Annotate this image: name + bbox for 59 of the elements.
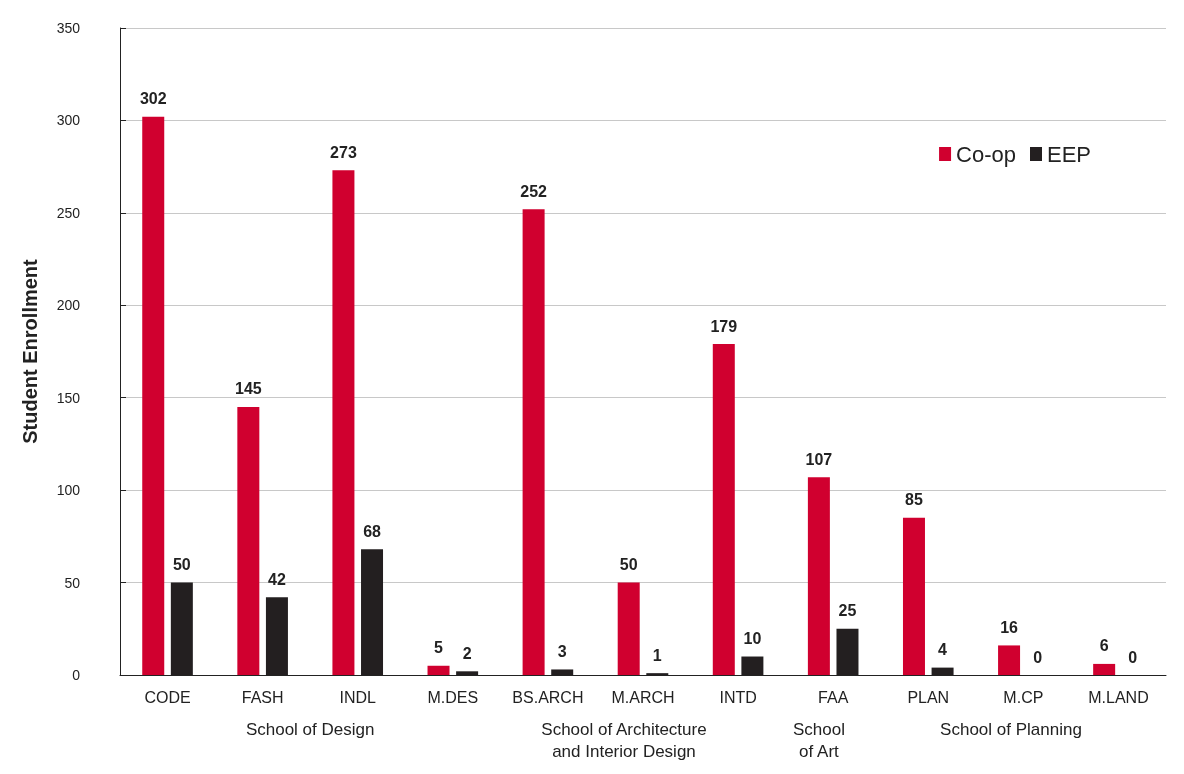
data-label: 16 xyxy=(1000,618,1019,636)
bar xyxy=(427,665,450,675)
bar xyxy=(142,116,165,675)
y-tick-label: 50 xyxy=(64,574,81,591)
x-tick-label: BS.ARCH xyxy=(512,688,584,706)
x-tick-label: M.ARCH xyxy=(611,688,675,706)
y-tick-label: 0 xyxy=(72,667,81,683)
legend-label: Co-op xyxy=(956,141,1016,167)
x-tick-label: CODE xyxy=(144,688,191,706)
data-label: 179 xyxy=(710,317,738,335)
x-tick-label: PLAN xyxy=(907,688,950,706)
bar xyxy=(998,645,1021,675)
x-tick-label: INDL xyxy=(339,688,377,706)
y-tick-label: 100 xyxy=(56,482,81,499)
data-label: 0 xyxy=(1033,648,1043,666)
data-label: 252 xyxy=(520,182,548,200)
y-tick-label: 150 xyxy=(56,389,81,406)
data-label: 5 xyxy=(434,639,444,657)
x-tick-label: M.LAND xyxy=(1088,688,1149,706)
x-tick-label: M.DES xyxy=(427,688,479,706)
x-tick-label: M.CP xyxy=(1003,688,1044,706)
bar xyxy=(522,209,545,675)
data-label: 6 xyxy=(1099,637,1109,655)
data-label: 2 xyxy=(462,644,472,662)
y-tick-label: 200 xyxy=(56,297,81,314)
y-tick-label: 300 xyxy=(56,112,81,129)
data-label: 107 xyxy=(805,450,833,468)
data-label: 10 xyxy=(743,630,762,648)
data-label: 1 xyxy=(652,646,662,664)
data-label: 302 xyxy=(139,90,167,108)
text: School of Art xyxy=(792,719,845,761)
x-tick-label: FASH xyxy=(241,688,284,706)
data-label: 0 xyxy=(1128,648,1138,666)
y-tick-label: 350 xyxy=(56,20,81,36)
data-label: 3 xyxy=(557,642,567,660)
data-label: 85 xyxy=(905,491,923,509)
data-label: 273 xyxy=(330,143,357,161)
data-label: 42 xyxy=(268,570,286,588)
bar xyxy=(617,582,640,675)
x-tick-label: FAA xyxy=(818,688,849,706)
bar xyxy=(1093,663,1116,675)
data-label: 50 xyxy=(172,556,191,574)
bar xyxy=(237,406,260,675)
bar xyxy=(712,344,735,675)
text: School of Design xyxy=(245,719,375,739)
data-label: 4 xyxy=(938,641,948,659)
data-label: 145 xyxy=(234,380,262,398)
data-label: 68 xyxy=(363,522,382,540)
bar xyxy=(332,170,355,675)
x-tick-label: INTD xyxy=(719,688,757,706)
data-label: 50 xyxy=(619,556,638,574)
bar xyxy=(807,477,830,675)
data-label: 25 xyxy=(838,602,857,620)
y-tick-label: 250 xyxy=(56,204,81,221)
bar xyxy=(902,517,925,675)
legend-label: EEP xyxy=(1046,141,1092,167)
text: School of Architecture and Interior Design xyxy=(541,719,707,761)
y-axis-title: Student Enrollment xyxy=(19,258,41,444)
text: School of Planning xyxy=(940,719,1082,739)
